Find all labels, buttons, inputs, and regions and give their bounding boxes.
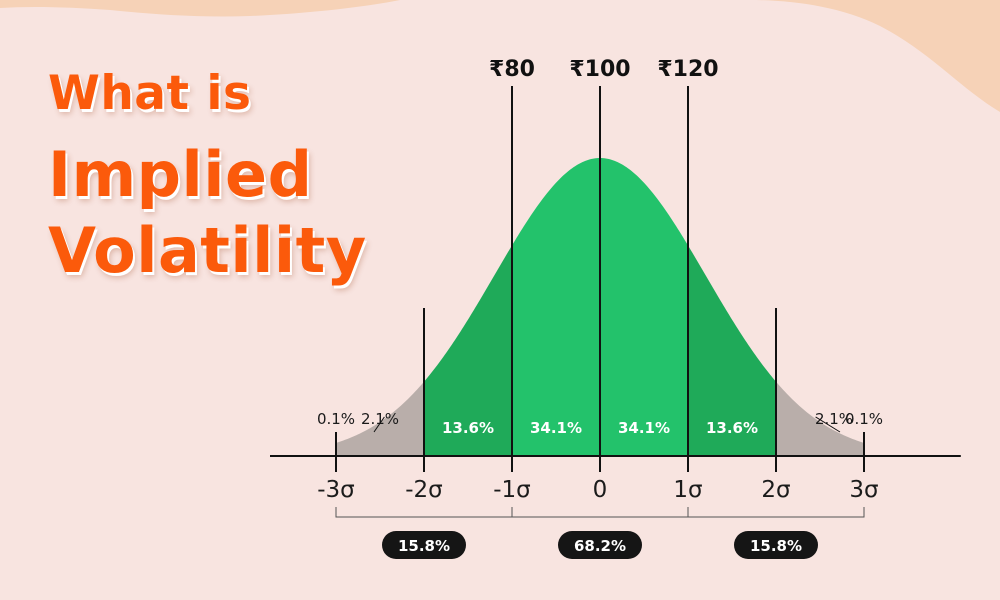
band-area-4 bbox=[688, 245, 776, 456]
percent-pill bbox=[734, 531, 818, 559]
price-label: ₹80 bbox=[489, 57, 535, 82]
x-tick-label: -1σ bbox=[493, 477, 531, 503]
band-percent-label: 13.6% bbox=[442, 419, 494, 437]
percent-pill-label: 68.2% bbox=[574, 537, 626, 555]
bracket-line bbox=[511, 507, 689, 518]
band-area-5 bbox=[776, 381, 864, 456]
x-tick-label: -2σ bbox=[405, 477, 443, 503]
x-tick-label: -3σ bbox=[317, 477, 355, 503]
percent-pill bbox=[558, 531, 642, 559]
x-tick-label: 1σ bbox=[673, 477, 702, 503]
band-area-3 bbox=[600, 158, 688, 456]
tail-pointer-line bbox=[815, 416, 841, 433]
title-line-what-is: What is bbox=[48, 66, 252, 121]
band-percent-label: 13.6% bbox=[706, 419, 758, 437]
percent-pill-label: 15.8% bbox=[750, 537, 802, 555]
tail-extreme-label: 0.1% bbox=[317, 410, 355, 428]
tail-band-label: 2.1% bbox=[361, 410, 399, 428]
title-line-implied: Implied bbox=[48, 138, 313, 211]
tail-band-label: 2.1% bbox=[815, 410, 853, 428]
band-area-1 bbox=[424, 245, 512, 456]
percent-pill-label: 15.8% bbox=[398, 537, 450, 555]
band-area-2 bbox=[512, 158, 600, 456]
price-label: ₹100 bbox=[569, 57, 630, 82]
x-tick-label: 3σ bbox=[849, 477, 878, 503]
bracket-line bbox=[335, 507, 513, 518]
band-percent-label: 34.1% bbox=[530, 419, 582, 437]
bracket-line bbox=[687, 507, 865, 518]
x-tick-label: 2σ bbox=[761, 477, 790, 503]
price-label: ₹120 bbox=[657, 57, 718, 82]
x-tick-label: 0 bbox=[593, 477, 608, 503]
band-area-0 bbox=[336, 381, 424, 456]
tail-extreme-label: 0.1% bbox=[845, 410, 883, 428]
percent-pill bbox=[382, 531, 466, 559]
band-percent-label: 34.1% bbox=[618, 419, 670, 437]
tail-pointer-line bbox=[373, 416, 385, 433]
title-line-volatility: Volatility bbox=[48, 214, 367, 287]
